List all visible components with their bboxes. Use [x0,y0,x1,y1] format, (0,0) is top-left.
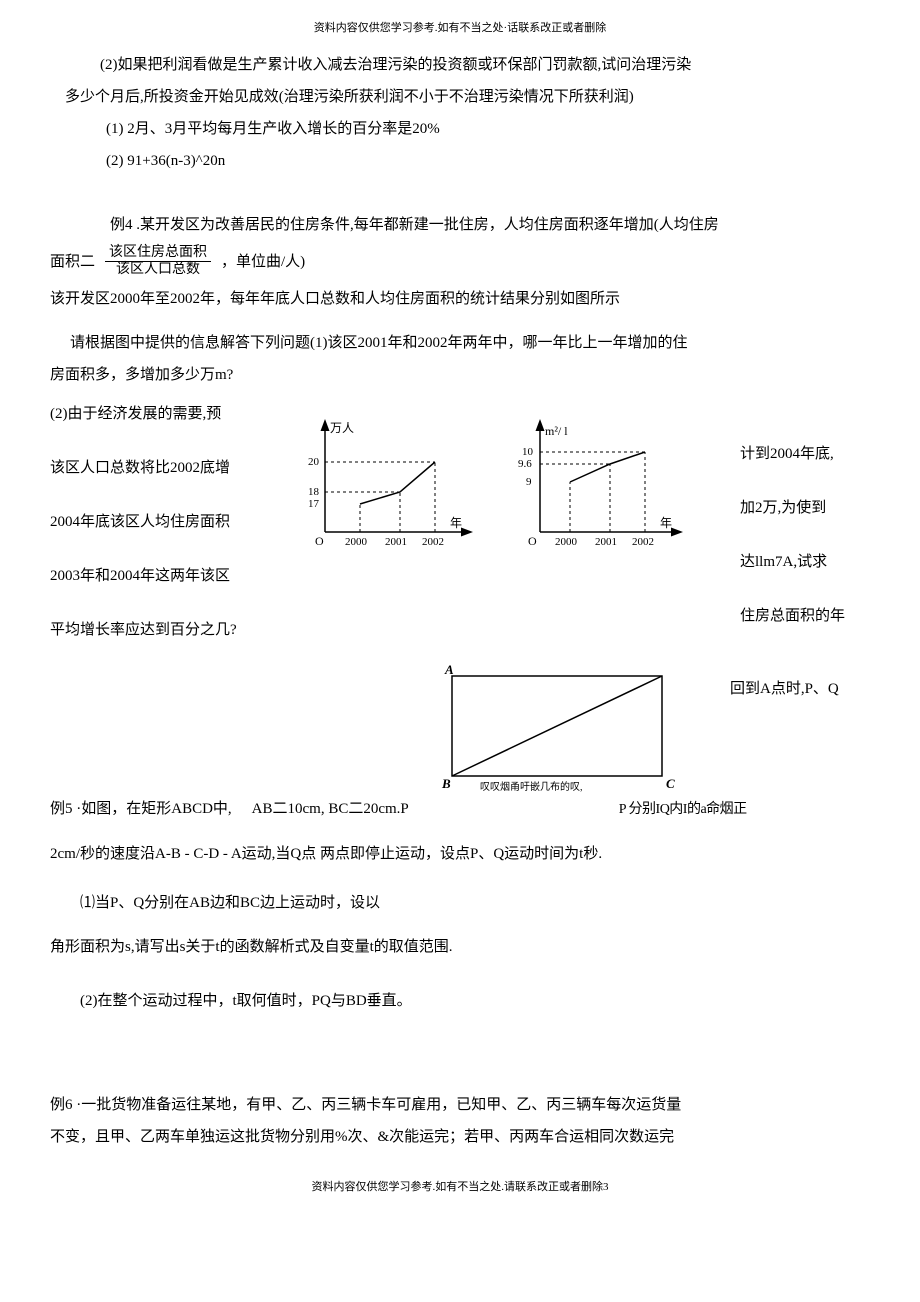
fraction-prefix: 面积二 [50,250,95,274]
right-text-4: 住房总面积的年 [740,604,870,628]
chart-population: 万人 20 18 17 O 2000 2001 2002 年 [300,417,480,557]
chart1-ytick-2: 17 [308,498,320,510]
chart1-yunit: 万人 [330,421,354,435]
chart2-xlabel: 年 [660,516,672,530]
rectangle-svg: A B C 叹叹烟甬吁嵌几布的叹, [440,662,690,802]
left-text-1: (2)由于经济发展的需要,预 [50,402,250,426]
left-text-2: 该区人口总数将比2002底增 [50,456,250,480]
example-6-line2: 不变，且甲、乙两车单独运这批货物分别用%次、&次能运完；若甲、丙两车合运相同次数… [50,1125,870,1149]
right-text-column: 计到2004年底, 加2万,为使到 达llm7A,试求 住房总面积的年 [740,442,870,628]
chart1-x1: 2001 [385,536,407,548]
example-4-q1a: 请根据图中提供的信息解答下列问题(1)该区2001年和2002年两年中，哪一年比… [50,331,870,355]
fraction-body: 该区住房总面积 该区人口总数 [105,245,211,280]
fraction-denominator: 该区人口总数 [112,262,204,279]
rect-label-c: C [666,776,675,791]
chart2-x0: 2000 [555,536,578,548]
charts-container: 万人 20 18 17 O 2000 2001 2002 年 [300,417,690,557]
left-text-3: 2004年底该区人均住房面积 [50,510,250,534]
example-5-para2: 2cm/秒的速度沿A-B - C-D - A运动,当Q点 两点即停止运动，设点P… [50,842,870,866]
rectangle-figure: A B C 叹叹烟甬吁嵌几布的叹, 回到A点时,P、Q [50,662,870,812]
example-4-q1b: 房面积多，多增加多少万m? [50,363,870,387]
chart2-ytick-2: 9 [526,476,532,488]
chart2-origin: O [528,534,537,548]
fraction-formula: 面积二 该区住房总面积 该区人口总数 ，单位曲/人) [50,245,870,280]
example-5-q2: (2)在整个运动过程中，t取何值时，PQ与BD垂直。 [50,989,870,1013]
right-text-3: 达llm7A,试求 [740,550,870,574]
rect-label-a: A [444,662,454,677]
fraction-suffix: ，单位曲/人) [221,250,305,274]
problem-2-line2: 多少个月后,所投资金开始见成效(治理污染所获利润不小于不治理污染情况下所获利润) [50,85,870,109]
example-5-q1b: 角形面积为s,请写出s关于t的函数解析式及自变量t的取值范围. [50,935,870,959]
left-text-4: 2003年和2004年这两年该区 [50,564,250,588]
footer-note: 资料内容仅供您学习参考.如有不当之处.请联系改正或者删除3 [50,1179,870,1197]
chart2-x2: 2002 [632,536,654,548]
example-5-q1: ⑴当P、Q分别在AB边和BC边上运动时，设以 [50,891,870,915]
example-4-title: 例4 .某开发区为改善居民的住房条件,每年都新建一批住房，人均住房面积逐年增加(… [50,213,870,237]
chart2-yunit: m²/ l [545,424,568,438]
chart-section: (2)由于经济发展的需要,预 该区人口总数将比2002底增 2004年底该区人均… [50,402,870,632]
left-text-column: (2)由于经济发展的需要,预 该区人口总数将比2002底增 2004年底该区人均… [50,402,250,642]
chart1-origin: O [315,534,324,548]
chart2-ytick-1: 9.6 [518,458,532,470]
rect-subtext: 叹叹烟甬吁嵌几布的叹, [480,780,583,793]
right-text-2: 加2万,为使到 [740,496,870,520]
chart1-x2: 2002 [422,536,444,548]
rect-right-text: 回到A点时,P、Q [730,677,839,701]
right-text-1: 计到2004年底, [740,442,870,466]
fraction-numerator: 该区住房总面积 [105,245,211,263]
answer-1: (1) 2月、3月平均每月生产收入增长的百分率是20% [50,117,870,141]
left-text-5: 平均增长率应达到百分之几? [50,618,250,642]
chart1-xlabel: 年 [450,516,462,530]
chart2-x1: 2001 [595,536,617,548]
chart2-ytick-0: 10 [522,446,534,458]
example-4-para2: 该开发区2000年至2002年，每年年底人口总数和人均住房面积的统计结果分别如图… [50,287,870,311]
answer-2: (2) 91+36(n-3)^20n [50,149,870,173]
rect-label-b: B [441,776,451,791]
chart-housing-area: m²/ l 10 9.6 9 O 2000 2001 2002 年 [510,417,690,557]
chart1-ytick-0: 20 [308,456,320,468]
problem-2-line1: (2)如果把利润看做是生产累计收入减去治理污染的投资额或环保部门罚款额,试问治理… [50,53,870,77]
example-6-line1: 例6 ·一批货物准备运往某地，有甲、乙、丙三辆卡车可雇用，已知甲、乙、丙三辆车每… [50,1093,870,1117]
chart1-x0: 2000 [345,536,368,548]
header-note: 资料内容仅供您学习参考.如有不当之处·话联系改正或者删除 [50,20,870,38]
chart1-ytick-1: 18 [308,486,320,498]
